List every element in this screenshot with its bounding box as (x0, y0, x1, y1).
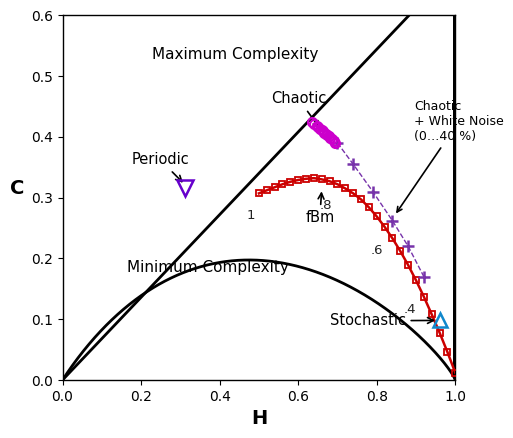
Text: fBm: fBm (305, 193, 334, 225)
Text: .8: .8 (320, 199, 332, 212)
Text: Minimum Complexity: Minimum Complexity (127, 260, 289, 275)
Text: .4: .4 (404, 303, 417, 316)
Text: Stochastic: Stochastic (329, 313, 433, 328)
Text: Periodic: Periodic (131, 152, 189, 181)
X-axis label: H: H (251, 409, 267, 428)
Text: Chaotic: Chaotic (271, 92, 326, 127)
Text: 1: 1 (247, 208, 255, 222)
Text: Chaotic
+ White Noise
(0…40 %): Chaotic + White Noise (0…40 %) (397, 100, 504, 212)
Y-axis label: C: C (10, 179, 24, 198)
Text: .6: .6 (370, 244, 383, 258)
Text: Maximum Complexity: Maximum Complexity (152, 47, 319, 62)
